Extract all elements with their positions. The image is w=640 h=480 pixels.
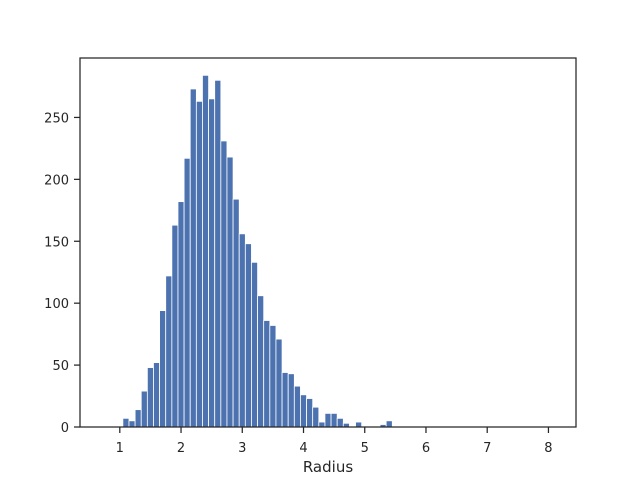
x-tick-label: 2 bbox=[177, 441, 185, 456]
x-tick-label: 5 bbox=[361, 441, 369, 456]
histogram-bar bbox=[238, 233, 246, 428]
y-tick-label: 150 bbox=[44, 235, 69, 250]
histogram-bar bbox=[336, 417, 344, 428]
y-tick-label: 250 bbox=[44, 111, 69, 126]
histogram-bar bbox=[263, 320, 271, 428]
x-tick-label: 4 bbox=[299, 441, 307, 456]
y-tick-label: 100 bbox=[44, 297, 69, 312]
histogram-bar bbox=[312, 406, 320, 428]
histogram-bar bbox=[355, 421, 363, 428]
histogram-bar bbox=[251, 261, 258, 428]
x-tick-label: 7 bbox=[483, 441, 491, 456]
y-tick-label: 0 bbox=[61, 421, 69, 436]
histogram-bar bbox=[300, 394, 307, 428]
x-tick-label: 1 bbox=[116, 441, 124, 456]
histogram-bar bbox=[214, 79, 222, 428]
histogram-bar bbox=[318, 421, 326, 428]
histogram-bar bbox=[134, 409, 142, 428]
y-tick-label: 200 bbox=[44, 173, 69, 188]
histogram-bar bbox=[122, 417, 130, 428]
histogram-bar bbox=[220, 140, 228, 428]
histogram-bar bbox=[208, 98, 216, 428]
histogram-bar bbox=[128, 420, 136, 428]
y-axis: 0 50 100 150 200 250 bbox=[44, 111, 80, 436]
histogram-bar bbox=[324, 412, 332, 428]
x-tick-label: 8 bbox=[544, 441, 552, 456]
plot-frame bbox=[79, 57, 577, 428]
histogram-bar bbox=[171, 224, 179, 428]
histogram-bar bbox=[385, 420, 393, 428]
histogram-bar bbox=[269, 325, 277, 428]
y-tick-label: 50 bbox=[52, 359, 69, 374]
histogram-bar bbox=[244, 243, 252, 428]
histogram-bar bbox=[189, 88, 197, 428]
histogram-bar bbox=[177, 201, 185, 428]
histogram-bar bbox=[257, 295, 265, 428]
histogram-bar bbox=[306, 398, 314, 428]
histogram-bar bbox=[202, 74, 209, 428]
x-axis-label: Radius bbox=[303, 458, 353, 476]
histogram-bar bbox=[146, 367, 154, 428]
x-tick-label: 3 bbox=[238, 441, 246, 456]
histogram-bar bbox=[165, 275, 173, 428]
histogram-bar bbox=[275, 338, 283, 428]
histogram-bar bbox=[330, 412, 338, 428]
x-axis: 1 2 3 4 5 6 7 8 bbox=[116, 427, 553, 456]
histogram-bar bbox=[226, 156, 234, 428]
histogram-bar bbox=[140, 390, 148, 428]
x-tick-label: 6 bbox=[422, 441, 430, 456]
histogram-bar bbox=[195, 100, 203, 428]
histogram-bar bbox=[232, 198, 240, 428]
histogram-bar bbox=[281, 372, 289, 428]
histogram-bar bbox=[183, 157, 191, 428]
histogram-bar bbox=[287, 373, 295, 428]
histogram-bar bbox=[159, 310, 167, 428]
histogram-bar bbox=[153, 362, 161, 428]
histogram-bar bbox=[293, 385, 301, 428]
